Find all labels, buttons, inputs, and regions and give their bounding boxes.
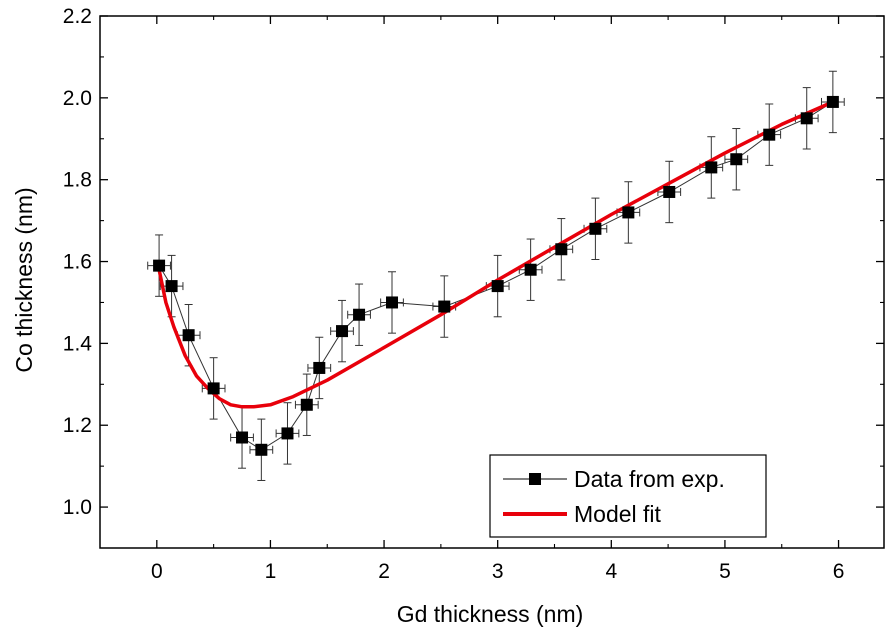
y-tick-label: 1.6: [63, 251, 92, 274]
x-tick-label: 2: [378, 560, 390, 583]
legend-label-fit: Model fit: [574, 501, 662, 527]
x-tick-label: 1: [265, 560, 277, 583]
data-point-marker: [730, 153, 743, 166]
y-tick-label: 1.2: [63, 414, 92, 437]
data-point-marker: [800, 112, 813, 125]
data-point-marker: [826, 95, 839, 108]
data-point-marker: [255, 443, 268, 456]
legend: Data from exp. Model fit: [489, 454, 767, 538]
data-point-marker: [153, 259, 166, 272]
data-point-marker: [386, 296, 399, 309]
data-point-marker: [207, 382, 220, 395]
data-point-marker: [336, 325, 349, 338]
data-point-marker: [281, 427, 294, 440]
data-point-marker: [663, 185, 676, 198]
y-tick-label: 1.8: [63, 169, 92, 192]
legend-box: [489, 454, 767, 538]
data-point-marker: [555, 243, 568, 256]
data-point-marker: [165, 280, 178, 293]
data-point-marker: [300, 398, 313, 411]
plot-frame: [99, 15, 885, 549]
y-tick-label: 2.2: [63, 5, 92, 28]
data-point-marker: [236, 431, 249, 444]
data-point-marker: [622, 206, 635, 219]
data-point-marker: [182, 329, 195, 342]
data-point-marker: [524, 263, 537, 276]
x-axis-title: Gd thickness (nm): [397, 601, 584, 627]
data-point-marker: [491, 280, 504, 293]
x-tick-label: 4: [605, 560, 617, 583]
y-tick-label: 1.0: [63, 496, 92, 519]
data-point-marker: [353, 308, 366, 321]
model-fit-line: [157, 100, 835, 409]
y-tick-label: 1.4: [63, 332, 93, 355]
x-tick-label: 3: [492, 560, 504, 583]
y-tick-label: 2.0: [63, 87, 92, 110]
x-tick-label: 6: [833, 560, 845, 583]
y-axis-title: Co thickness (nm): [11, 187, 37, 372]
data-point-marker: [705, 161, 718, 174]
legend-data-marker-sample: [529, 473, 541, 485]
data-point-marker: [589, 222, 602, 235]
data-point-marker: [313, 361, 326, 374]
data-point-marker: [438, 300, 451, 313]
x-tick-label: 5: [719, 560, 731, 583]
x-tick-label: 0: [151, 560, 163, 583]
data-point-marker: [763, 128, 776, 141]
legend-label-data: Data from exp.: [574, 466, 725, 492]
